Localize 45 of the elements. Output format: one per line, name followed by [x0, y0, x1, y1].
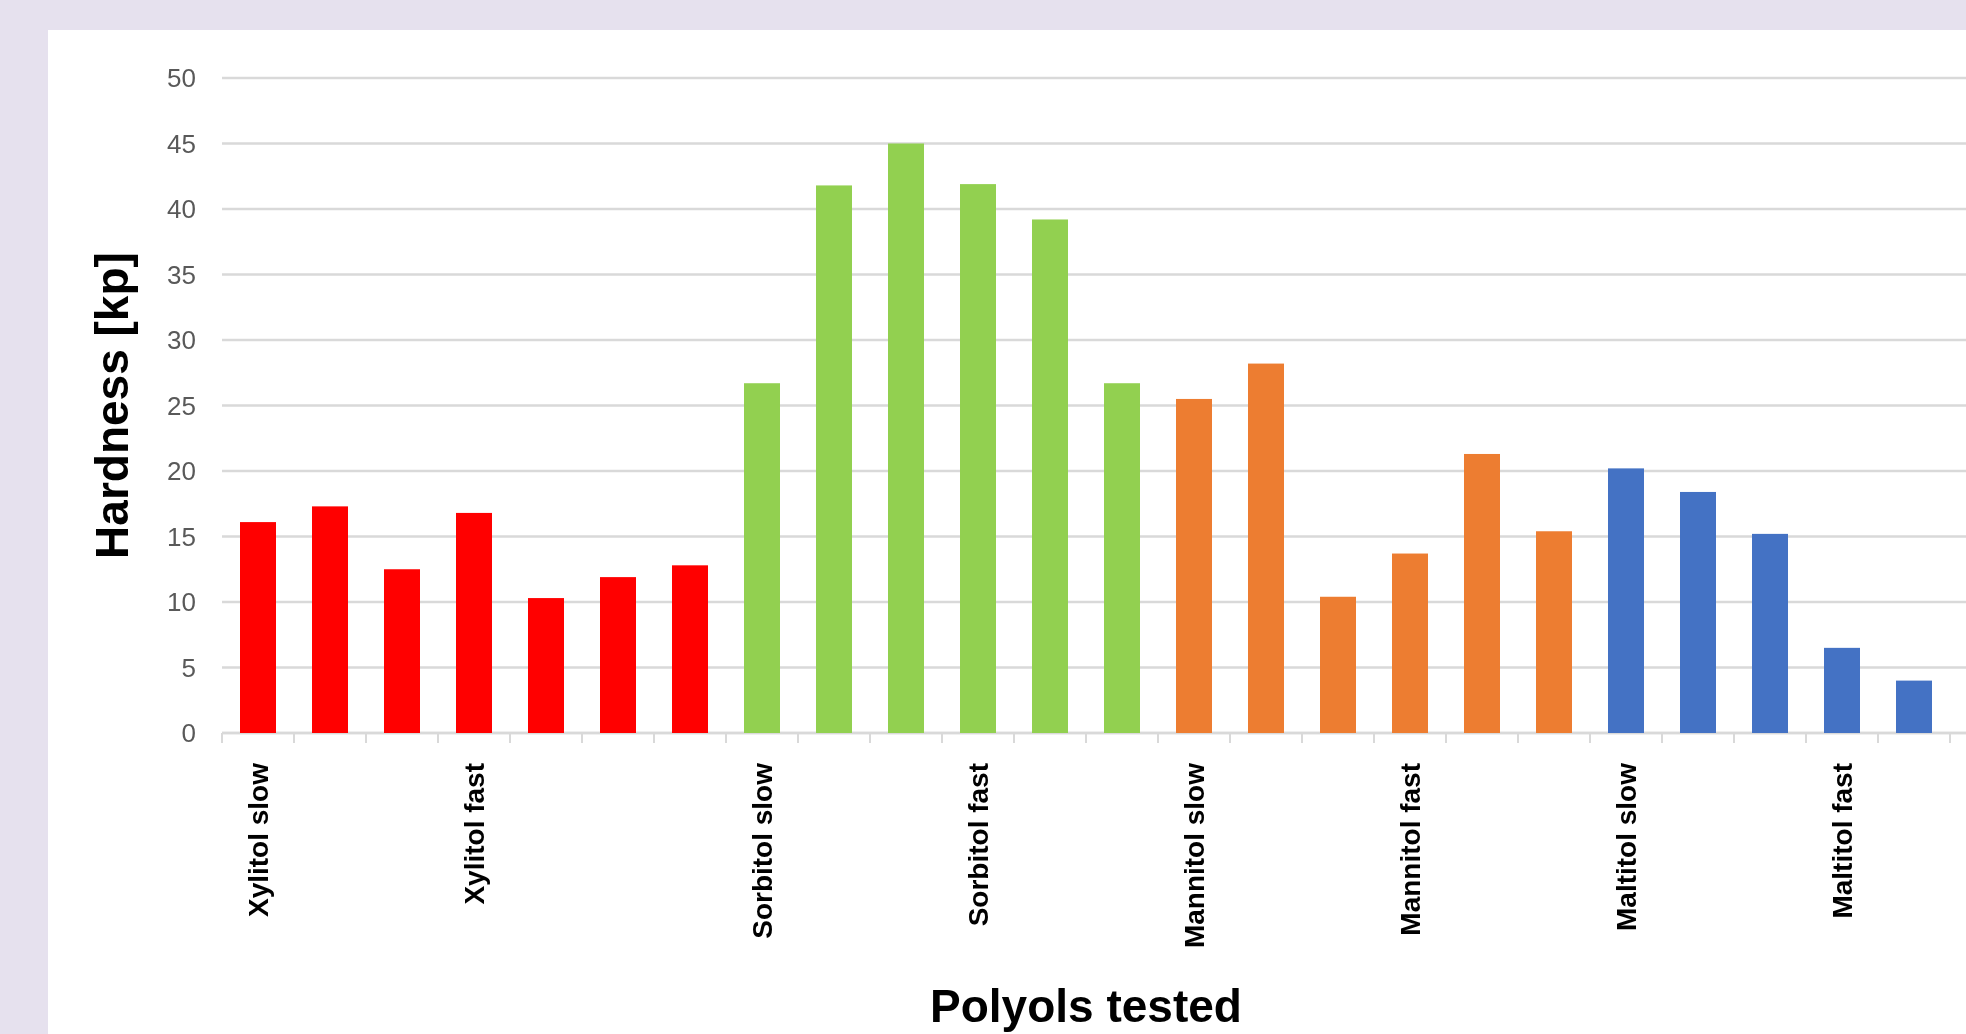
bar [240, 522, 276, 733]
bar [744, 383, 780, 733]
x-tick-label: Mannitol slow [1178, 762, 1210, 949]
y-tick-label: 0 [181, 718, 196, 749]
bar [1536, 531, 1572, 733]
bar [1464, 453, 1500, 733]
y-tick-label: 50 [167, 63, 196, 94]
bar [1896, 680, 1932, 733]
bar [312, 506, 348, 733]
y-tick-label: 40 [167, 194, 196, 225]
bar [456, 512, 492, 733]
bar [600, 577, 636, 733]
bar [960, 184, 996, 733]
y-tick-label: 30 [167, 325, 196, 356]
x-tick-label: Xylitol fast [458, 763, 490, 905]
y-tick-label: 45 [167, 128, 196, 159]
y-tick-label: 5 [181, 652, 196, 683]
y-axis-title: Hardness [kp] [86, 252, 138, 559]
x-tick-label: Xylitol slow [242, 762, 274, 918]
y-tick-label: 15 [167, 521, 196, 552]
bar [1032, 219, 1068, 733]
bar [1824, 647, 1860, 733]
x-tick-label: Sorbitol fast [962, 763, 994, 927]
bar [1104, 383, 1140, 733]
y-tick-label: 10 [167, 587, 196, 618]
y-tick-label: 35 [167, 259, 196, 290]
y-tick-label: 20 [167, 456, 196, 487]
bar [816, 185, 852, 733]
x-tick-label: Sorbitol slow [746, 762, 778, 939]
bar [1392, 553, 1428, 733]
x-tick-label: Maltitol slow [1610, 762, 1642, 931]
bar [1176, 398, 1212, 733]
x-axis-title: Polyols tested [930, 980, 1242, 1032]
y-tick-label: 25 [167, 390, 196, 421]
bar [528, 598, 564, 733]
x-tick-label: Maltitol fast [1826, 763, 1858, 919]
bar [1680, 491, 1716, 733]
bar [384, 569, 420, 733]
bar [1608, 468, 1644, 733]
bar [1752, 533, 1788, 733]
bar [1320, 596, 1356, 733]
bar [888, 143, 924, 733]
x-tick-label: Mannitol fast [1394, 763, 1426, 936]
bar [1248, 363, 1284, 733]
bar [672, 565, 708, 733]
